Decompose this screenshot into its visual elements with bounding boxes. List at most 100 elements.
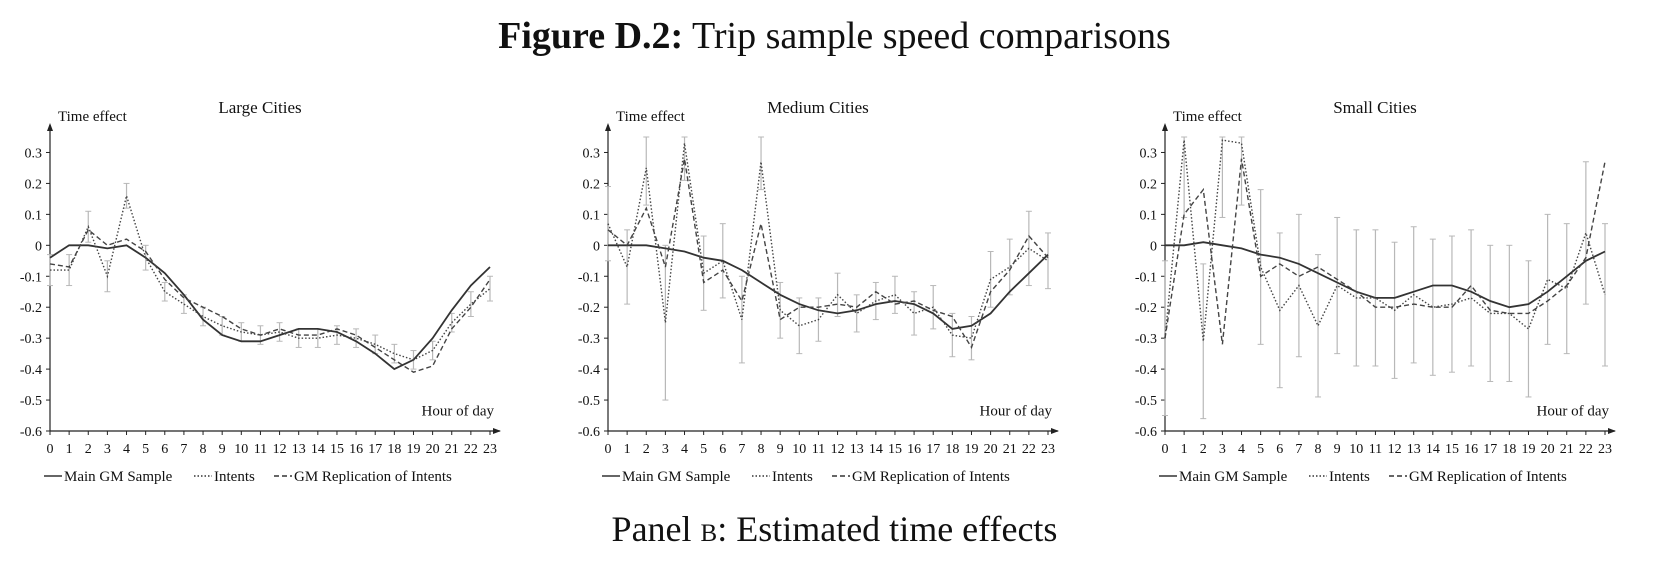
x-tick-label: 21 <box>445 442 459 457</box>
legend-label: Main GM Sample <box>1179 469 1288 485</box>
legend-label: Intents <box>1329 469 1370 485</box>
chart-panel-2: Small Cities Time effect Hour of day 0.3 0.2… <box>1135 98 1616 485</box>
x-axis-label: Hour of day <box>1537 404 1610 420</box>
y-axis-label: Time effect <box>1173 109 1243 125</box>
panel-letter: b <box>700 509 718 549</box>
x-tick-label: 3 <box>104 442 111 457</box>
y-tick-label: -0.4 <box>1135 363 1157 378</box>
x-tick-label: 9 <box>1334 442 1341 457</box>
x-tick-label: 16 <box>1464 442 1478 457</box>
x-tick-label: 10 <box>234 442 248 457</box>
x-tick-label: 17 <box>368 442 382 457</box>
x-tick-label: 19 <box>964 442 978 457</box>
y-tick-label: -0.4 <box>20 363 42 378</box>
x-axis-arrow <box>1608 428 1616 434</box>
y-tick-label: 0.3 <box>25 146 43 161</box>
x-tick-label: 7 <box>180 442 187 457</box>
y-tick-label: 0.1 <box>25 208 43 223</box>
legend-label: Intents <box>772 469 813 485</box>
legend-label: Intents <box>214 469 255 485</box>
x-tick-label: 19 <box>1521 442 1535 457</box>
x-tick-label: 7 <box>1295 442 1302 457</box>
x-tick-label: 13 <box>850 442 864 457</box>
x-axis-arrow <box>1051 428 1059 434</box>
x-tick-label: 7 <box>738 442 745 457</box>
x-tick-label: 23 <box>1041 442 1055 457</box>
y-tick-label: -0.1 <box>1135 270 1157 285</box>
x-tick-label: 6 <box>161 442 168 457</box>
x-tick-label: 14 <box>869 442 883 457</box>
y-tick-label: -0.5 <box>578 394 600 409</box>
x-tick-label: 9 <box>777 442 784 457</box>
y-tick-label: -0.6 <box>20 425 42 440</box>
y-tick-label: -0.1 <box>20 270 42 285</box>
y-tick-label: 0.2 <box>25 177 43 192</box>
y-tick-label: 0.1 <box>583 208 601 223</box>
y-tick-label: -0.6 <box>1135 425 1157 440</box>
x-tick-label: 8 <box>758 442 765 457</box>
x-tick-label: 6 <box>1276 442 1283 457</box>
x-axis-label: Hour of day <box>422 404 495 420</box>
x-tick-label: 4 <box>1238 442 1245 457</box>
x-tick-label: 3 <box>662 442 669 457</box>
panel-label-prefix: Panel <box>611 509 692 549</box>
x-tick-label: 23 <box>1598 442 1612 457</box>
x-tick-label: 14 <box>1426 442 1440 457</box>
charts-container: Large Cities Time effect Hour of day 0.3 0.2… <box>20 98 1616 485</box>
legend-label: Main GM Sample <box>64 469 173 485</box>
y-tick-label: -0.5 <box>20 394 42 409</box>
x-axis-arrow <box>493 428 501 434</box>
x-tick-label: 18 <box>1502 442 1516 457</box>
chart-title: Medium Cities <box>767 98 869 117</box>
x-tick-label: 6 <box>719 442 726 457</box>
x-tick-label: 20 <box>1541 442 1555 457</box>
x-tick-label: 8 <box>200 442 207 457</box>
x-tick-label: 22 <box>1579 442 1593 457</box>
series-line-solid <box>608 244 1049 330</box>
y-tick-label: -0.6 <box>578 425 600 440</box>
x-tick-label: 20 <box>426 442 440 457</box>
x-tick-label: 12 <box>1388 442 1402 457</box>
y-tick-label: -0.5 <box>1135 394 1157 409</box>
x-tick-label: 19 <box>406 442 420 457</box>
y-tick-label: -0.2 <box>1135 301 1157 316</box>
x-tick-label: 2 <box>85 442 92 457</box>
y-axis-label: Time effect <box>58 109 128 125</box>
x-tick-label: 20 <box>984 442 998 457</box>
x-tick-label: 23 <box>483 442 497 457</box>
x-tick-label: 1 <box>624 442 631 457</box>
y-tick-label: 0.3 <box>1140 146 1158 161</box>
panel-title: : Estimated time effects <box>717 509 1058 549</box>
series-line-dotted <box>607 143 1049 339</box>
x-tick-label: 21 <box>1003 442 1017 457</box>
x-tick-label: 21 <box>1560 442 1574 457</box>
x-tick-label: 16 <box>907 442 921 457</box>
x-tick-label: 1 <box>66 442 73 457</box>
x-tick-label: 22 <box>1022 442 1036 457</box>
y-tick-label: 0.2 <box>583 177 601 192</box>
y-tick-label: 0.1 <box>1140 208 1158 223</box>
legend-label: GM Replication of Intents <box>1409 469 1567 485</box>
x-tick-label: 2 <box>643 442 650 457</box>
x-tick-label: 16 <box>349 442 363 457</box>
series-line-dashed <box>1164 158 1606 345</box>
legend-label: GM Replication of Intents <box>294 469 452 485</box>
x-tick-label: 15 <box>330 442 344 457</box>
x-tick-label: 15 <box>888 442 902 457</box>
y-tick-label: -0.3 <box>578 332 600 347</box>
x-tick-label: 12 <box>273 442 287 457</box>
x-tick-label: 13 <box>1407 442 1421 457</box>
y-tick-label: 0 <box>593 239 600 254</box>
series-line-dotted <box>50 193 491 361</box>
x-tick-label: 14 <box>311 442 325 457</box>
x-tick-label: 13 <box>292 442 306 457</box>
x-tick-label: 0 <box>1162 442 1169 457</box>
y-axis-label: Time effect <box>616 109 686 125</box>
x-tick-label: 18 <box>945 442 959 457</box>
figure-title: Figure D.2: Trip sample speed comparison… <box>0 14 1669 58</box>
x-axis-label: Hour of day <box>980 404 1053 420</box>
x-tick-label: 0 <box>47 442 54 457</box>
chart-panel-1: Medium Cities Time effect Hour of day 0.3 0.… <box>578 98 1059 485</box>
series-line-dashed <box>49 228 491 373</box>
chart-panel-0: Large Cities Time effect Hour of day 0.3 0.2… <box>20 98 501 485</box>
